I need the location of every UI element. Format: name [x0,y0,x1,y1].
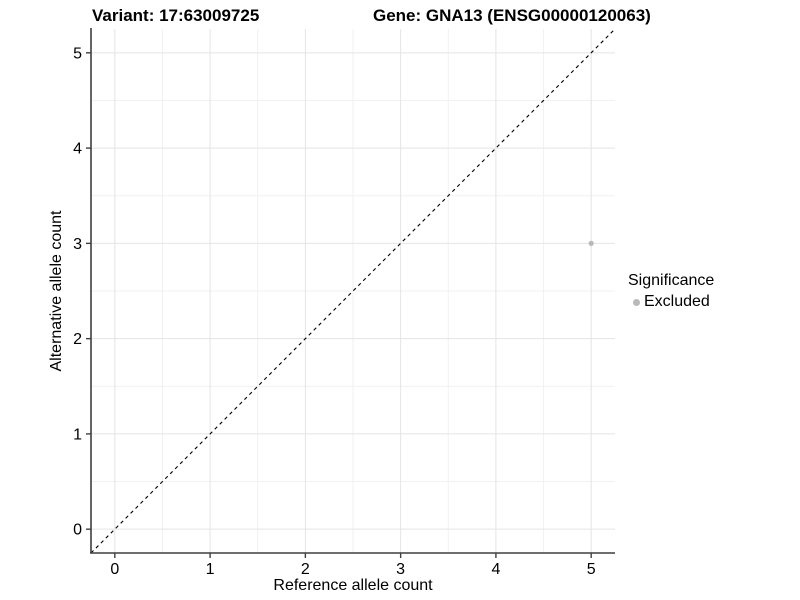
excluded-point-icon [633,298,640,306]
identity-line [90,28,616,554]
y-axis-title: Alternative allele count [48,210,65,372]
y-tick-label: 2 [73,331,82,348]
legend-item-label: Excluded [644,293,710,310]
data-point [588,240,594,246]
x-axis-title: Reference allele count [273,577,433,594]
y-tick-label: 3 [73,236,82,253]
x-tick-label: 5 [587,561,596,578]
legend: Significance Excluded [628,272,714,311]
x-tick-label: 4 [491,561,500,578]
y-tick-label: 1 [73,426,82,443]
legend-item-excluded: Excluded [628,293,714,311]
x-tick-label: 3 [396,561,405,578]
y-tick-label: 0 [73,522,82,539]
x-tick-label: 1 [206,561,215,578]
x-tick-label: 2 [301,561,310,578]
y-tick-label: 5 [73,45,82,62]
legend-title: Significance [628,272,715,289]
plot-title-variant: Variant: 17:63009725 [92,6,260,25]
y-tick-label: 4 [73,141,82,158]
x-tick-label: 0 [110,561,119,578]
plot-title-gene: Gene: GNA13 (ENSG00000120063) [373,6,651,25]
